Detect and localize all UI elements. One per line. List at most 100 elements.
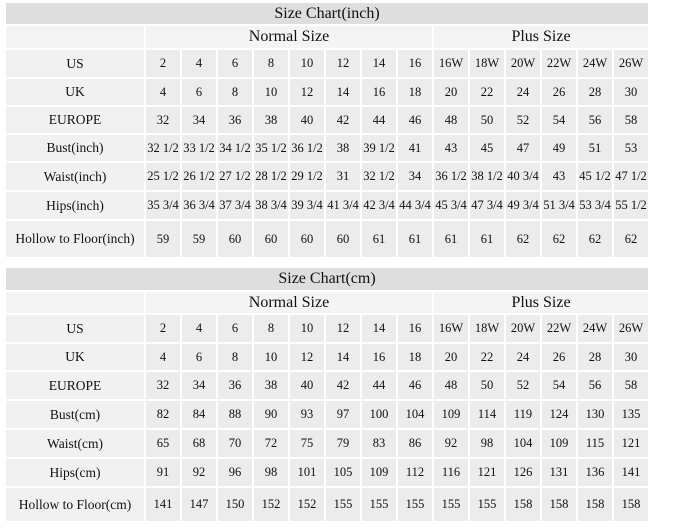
size-value: 44 bbox=[361, 106, 397, 134]
size-value: 90 bbox=[253, 400, 289, 429]
size-value: 36 3/4 bbox=[181, 191, 217, 220]
size-value: 38 bbox=[253, 106, 289, 134]
size-value: 93 bbox=[289, 400, 325, 429]
size-value: 52 bbox=[505, 371, 541, 400]
size-value: 53 3/4 bbox=[577, 191, 613, 220]
size-value: 58 bbox=[613, 106, 649, 134]
size-value: 38 1/2 bbox=[469, 162, 505, 191]
size-value: 20W bbox=[505, 314, 541, 343]
size-value: 10 bbox=[253, 78, 289, 106]
size-value: 47 bbox=[505, 134, 541, 162]
row-label: Hips(cm) bbox=[5, 458, 145, 487]
size-value: 92 bbox=[181, 458, 217, 487]
size-value: 38 3/4 bbox=[253, 191, 289, 220]
size-value: 141 bbox=[613, 458, 649, 487]
size-value: 31 bbox=[325, 162, 361, 191]
row-label: US bbox=[5, 49, 145, 78]
size-value: 126 bbox=[505, 458, 541, 487]
size-value: 36 1/2 bbox=[433, 162, 469, 191]
size-value: 53 bbox=[613, 134, 649, 162]
size-value: 24 bbox=[505, 343, 541, 371]
size-value: 62 bbox=[505, 220, 541, 258]
size-value: 28 bbox=[577, 78, 613, 106]
row-label: EUROPE bbox=[5, 106, 145, 134]
size-value: 155 bbox=[397, 487, 433, 522]
row-label: Waist(cm) bbox=[5, 429, 145, 458]
table-title: Size Chart(inch) bbox=[5, 2, 649, 25]
size-value: 20 bbox=[433, 343, 469, 371]
size-value: 51 bbox=[577, 134, 613, 162]
normal-size-header: Normal Size bbox=[145, 291, 433, 314]
size-value: 35 3/4 bbox=[145, 191, 181, 220]
size-value: 62 bbox=[577, 220, 613, 258]
size-value: 39 3/4 bbox=[289, 191, 325, 220]
row-label: UK bbox=[5, 343, 145, 371]
size-value: 59 bbox=[181, 220, 217, 258]
size-value: 83 bbox=[361, 429, 397, 458]
size-value: 155 bbox=[469, 487, 505, 522]
size-value: 50 bbox=[469, 371, 505, 400]
row-label: Waist(inch) bbox=[5, 162, 145, 191]
size-value: 51 3/4 bbox=[541, 191, 577, 220]
size-value: 38 bbox=[325, 134, 361, 162]
size-value: 124 bbox=[541, 400, 577, 429]
size-value: 61 bbox=[469, 220, 505, 258]
size-value: 30 bbox=[613, 78, 649, 106]
size-value: 34 bbox=[181, 371, 217, 400]
size-value: 26 1/2 bbox=[181, 162, 217, 191]
row-label: Bust(inch) bbox=[5, 134, 145, 162]
size-value: 45 bbox=[469, 134, 505, 162]
size-value: 98 bbox=[469, 429, 505, 458]
size-value: 10 bbox=[289, 314, 325, 343]
size-value: 18 bbox=[397, 78, 433, 106]
size-value: 42 bbox=[325, 371, 361, 400]
size-value: 28 bbox=[577, 343, 613, 371]
size-value: 14 bbox=[325, 78, 361, 106]
size-value: 135 bbox=[613, 400, 649, 429]
size-value: 54 bbox=[541, 371, 577, 400]
size-value: 42 bbox=[325, 106, 361, 134]
size-value: 119 bbox=[505, 400, 541, 429]
size-value: 24W bbox=[577, 49, 613, 78]
size-value: 37 3/4 bbox=[217, 191, 253, 220]
size-value: 131 bbox=[541, 458, 577, 487]
size-value: 16W bbox=[433, 314, 469, 343]
corner bbox=[5, 291, 145, 314]
size-value: 8 bbox=[253, 49, 289, 78]
size-value: 43 bbox=[541, 162, 577, 191]
size-value: 8 bbox=[217, 343, 253, 371]
size-value: 35 1/2 bbox=[253, 134, 289, 162]
size-value: 60 bbox=[253, 220, 289, 258]
size-value: 155 bbox=[325, 487, 361, 522]
size-value: 121 bbox=[469, 458, 505, 487]
size-value: 115 bbox=[577, 429, 613, 458]
size-value: 60 bbox=[289, 220, 325, 258]
size-value: 46 bbox=[397, 371, 433, 400]
size-value: 130 bbox=[577, 400, 613, 429]
size-value: 55 1/2 bbox=[613, 191, 649, 220]
size-value: 14 bbox=[361, 314, 397, 343]
size-value: 8 bbox=[253, 314, 289, 343]
size-value: 18 bbox=[397, 343, 433, 371]
size-value: 48 bbox=[433, 106, 469, 134]
size-value: 147 bbox=[181, 487, 217, 522]
size-value: 121 bbox=[613, 429, 649, 458]
size-value: 116 bbox=[433, 458, 469, 487]
size-value: 32 bbox=[145, 106, 181, 134]
size-value: 27 1/2 bbox=[217, 162, 253, 191]
size-value: 158 bbox=[613, 487, 649, 522]
size-value: 12 bbox=[325, 49, 361, 78]
size-value: 109 bbox=[433, 400, 469, 429]
size-value: 44 3/4 bbox=[397, 191, 433, 220]
size-value: 152 bbox=[253, 487, 289, 522]
size-value: 22 bbox=[469, 78, 505, 106]
size-value: 98 bbox=[253, 458, 289, 487]
size-value: 25 1/2 bbox=[145, 162, 181, 191]
size-value: 26 bbox=[541, 343, 577, 371]
row-label: Hollow to Floor(inch) bbox=[5, 220, 145, 258]
size-value: 49 3/4 bbox=[505, 191, 541, 220]
size-value: 60 bbox=[325, 220, 361, 258]
corner bbox=[5, 25, 145, 49]
size-value: 92 bbox=[433, 429, 469, 458]
size-value: 36 bbox=[217, 371, 253, 400]
